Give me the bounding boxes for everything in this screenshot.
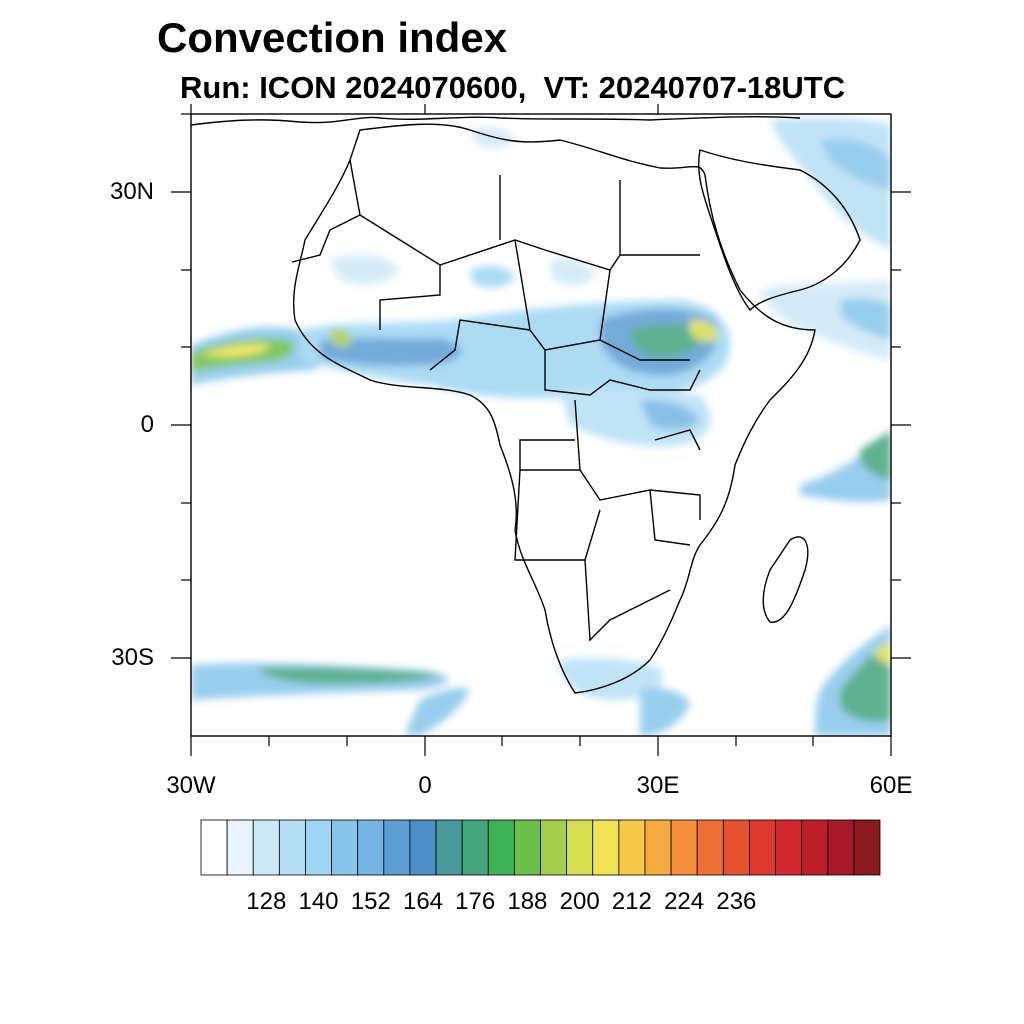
colorbar-box xyxy=(722,819,750,876)
colorbar-box xyxy=(827,819,855,876)
colorbar-box xyxy=(644,819,672,876)
colorbar-box xyxy=(566,819,594,876)
lat-label-30n: 30N xyxy=(109,178,154,205)
colorbar-box xyxy=(853,819,881,876)
colorbar-box xyxy=(618,819,646,876)
colorbar-box xyxy=(435,819,463,876)
colorbar-box xyxy=(226,819,254,876)
country-borders xyxy=(291,159,701,642)
colorbar-box xyxy=(487,819,515,876)
colorbar-box xyxy=(252,819,280,876)
colorbar-label: 152 xyxy=(350,888,391,915)
colorbar-box xyxy=(513,819,541,876)
colorbar-box xyxy=(305,819,332,876)
colorbar-box xyxy=(749,819,776,876)
map-frame xyxy=(190,113,892,737)
lon-label-0: 0 xyxy=(418,772,432,799)
colorbar-box xyxy=(278,819,306,876)
colorbar-label: 224 xyxy=(664,888,705,915)
madagascar-coastline xyxy=(762,536,809,623)
colorbar-box xyxy=(409,819,437,876)
lon-label-60e: 60E xyxy=(869,772,913,799)
colorbar-label: 128 xyxy=(246,888,287,915)
colorbar-box xyxy=(696,819,724,876)
colorbar-label: 176 xyxy=(455,888,496,915)
africa-coastline xyxy=(292,123,816,694)
arabia-coastline xyxy=(697,149,861,312)
chart-title: Convection index xyxy=(157,14,508,61)
coastlines xyxy=(191,116,861,694)
colorbar-box xyxy=(200,819,228,876)
chart-subtitle: Run: ICON 2024070600, VT: 20240707-18UTC xyxy=(180,70,846,105)
colorbar-label: 188 xyxy=(507,888,548,915)
colorbar-box xyxy=(357,819,385,876)
colorbar-box xyxy=(670,819,698,876)
colorbar-box xyxy=(331,819,359,876)
colorbar-box xyxy=(461,819,489,876)
colorbar-label: 236 xyxy=(716,888,757,915)
colorbar-label: 200 xyxy=(559,888,600,915)
lon-label-30w: 30W xyxy=(166,772,216,799)
colorbar-label: 164 xyxy=(402,888,444,915)
convection-indian-ocean xyxy=(800,430,891,503)
colorbar-box xyxy=(775,819,803,876)
colorbar-box xyxy=(592,819,620,876)
colorbar-box xyxy=(383,819,411,876)
colorbar-box xyxy=(801,819,829,876)
convection-field xyxy=(191,117,891,736)
colorbar-label: 212 xyxy=(611,888,652,915)
convection-great-lakes xyxy=(560,387,711,447)
lat-label-30s: 30S xyxy=(111,644,154,671)
lat-label-0: 0 xyxy=(140,411,154,438)
colorbar-box xyxy=(540,819,568,876)
lon-label-30e: 30E xyxy=(636,772,680,799)
colorbar xyxy=(200,819,881,876)
axis-ticks xyxy=(171,104,911,756)
colorbar-label: 140 xyxy=(298,888,339,915)
